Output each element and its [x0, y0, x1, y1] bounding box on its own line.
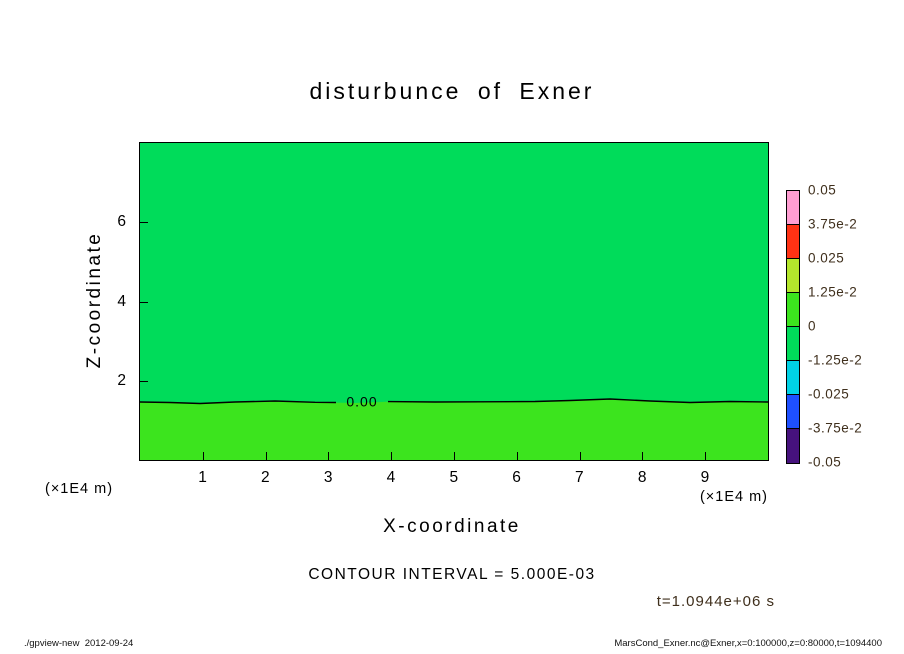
- colorbar-segment: [787, 361, 799, 395]
- footer-dataset-label: MarsCond_Exner.nc@Exner,x=0:100000,z=0:8…: [614, 638, 882, 649]
- colorbar-segment: [787, 395, 799, 429]
- x-tick-label: 7: [575, 469, 585, 486]
- x-tick-mark: [328, 452, 330, 460]
- zero-contour-line-right: [387, 398, 768, 404]
- x-tick-mark: [391, 452, 393, 460]
- x-tick-mark: [642, 452, 644, 460]
- colorbar-tick-label: 3.75e-2: [808, 216, 858, 232]
- y-tick-mark: [140, 222, 148, 224]
- colorbar-segment: [787, 429, 799, 463]
- x-tick-label: 5: [449, 469, 459, 486]
- time-label: t=1.0944e+06 s: [656, 593, 775, 610]
- lower-fill-region: [140, 399, 768, 460]
- colorbar-segment: [787, 259, 799, 293]
- x-tick-label: 3: [323, 469, 333, 486]
- colorbar-segment: [787, 327, 799, 361]
- x-tick-mark: [516, 452, 518, 460]
- x-tick-label: 2: [261, 469, 271, 486]
- x-tick-label: 4: [386, 469, 396, 486]
- x-tick-label: 8: [637, 469, 647, 486]
- y-tick-mark: [140, 301, 148, 303]
- footer-command-label: ./gpview-new 2012-09-24: [24, 638, 134, 649]
- x-tick-mark: [202, 452, 204, 460]
- colorbar-tick-label: -3.75e-2: [808, 420, 863, 436]
- x-axis-unit-label: (×1E4 m): [699, 489, 768, 505]
- colorbar-tick-label: 1.25e-2: [808, 284, 858, 300]
- colorbar-tick-label: -0.025: [808, 386, 850, 402]
- colorbar: [786, 190, 800, 464]
- x-tick-label: 9: [700, 469, 710, 486]
- x-tick-label: 6: [512, 469, 522, 486]
- y-tick-label: 6: [117, 213, 126, 231]
- colorbar-segment: [787, 225, 799, 259]
- colorbar-tick-label: -0.05: [808, 454, 842, 470]
- y-tick-label: 4: [117, 292, 126, 310]
- x-tick-mark: [705, 452, 707, 460]
- colorbar-tick-label: 0: [808, 318, 817, 334]
- x-tick-mark: [579, 452, 581, 460]
- x-tick-label: 1: [198, 469, 208, 486]
- y-tick-mark: [140, 380, 148, 382]
- zero-contour-line-left: [140, 400, 337, 405]
- x-axis-title: X-coordinate: [383, 516, 521, 537]
- colorbar-tick-label: 0.025: [808, 250, 845, 266]
- colorbar-tick-label: 0.05: [808, 182, 837, 198]
- y-tick-label: 2: [117, 371, 126, 389]
- y-axis-unit-label: (×1E4 m): [45, 481, 114, 497]
- contour-plot-canvas: 0.00: [140, 143, 768, 460]
- x-tick-mark: [265, 452, 267, 460]
- contour-interval-label: CONTOUR INTERVAL = 5.000E-03: [308, 566, 596, 583]
- x-tick-mark: [454, 452, 455, 460]
- colorbar-segment: [787, 293, 799, 327]
- plot-area: 0.00: [139, 142, 769, 461]
- plot-title: disturbunce of Exner: [309, 78, 595, 104]
- colorbar-segment: [787, 191, 799, 225]
- zero-contour-label: 0.00: [346, 394, 377, 410]
- colorbar-tick-label: -1.25e-2: [808, 352, 863, 368]
